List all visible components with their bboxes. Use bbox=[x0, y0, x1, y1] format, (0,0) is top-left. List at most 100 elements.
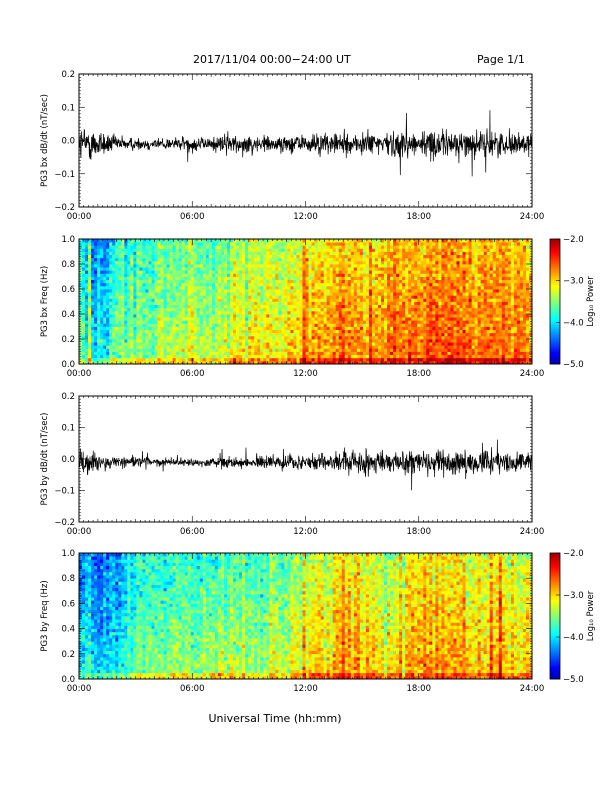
heatmap-cell bbox=[148, 267, 152, 271]
heatmap-cell bbox=[420, 298, 424, 302]
heatmap-cell bbox=[260, 360, 264, 365]
heatmap-cell bbox=[199, 304, 204, 309]
heatmap-cell bbox=[214, 257, 219, 262]
heatmap-cell bbox=[103, 317, 107, 321]
heatmap-cell bbox=[365, 295, 370, 299]
heatmap-cell bbox=[124, 351, 128, 356]
heatmap-cell bbox=[248, 360, 252, 365]
heatmap-cell bbox=[124, 348, 128, 352]
heatmap-cell bbox=[287, 245, 291, 249]
heatmap-cell bbox=[269, 351, 273, 356]
heatmap-cell bbox=[308, 267, 312, 271]
heatmap-cell bbox=[202, 285, 207, 290]
heatmap-cell bbox=[374, 335, 379, 340]
heatmap-cell bbox=[230, 301, 234, 306]
heatmap-cell bbox=[284, 242, 288, 246]
heatmap-cell bbox=[178, 335, 183, 340]
heatmap-cell bbox=[320, 351, 325, 356]
heatmap-cell bbox=[284, 323, 288, 327]
heatmap-cell bbox=[275, 357, 279, 362]
heatmap-cell bbox=[163, 257, 167, 262]
heatmap-cell bbox=[281, 339, 285, 343]
heatmap-cell bbox=[305, 264, 309, 268]
heatmap-cell bbox=[196, 298, 201, 302]
heatmap-cell bbox=[118, 267, 122, 271]
heatmap-cell bbox=[257, 354, 261, 359]
heatmap-cell bbox=[157, 242, 161, 246]
heatmap-cell bbox=[175, 304, 180, 309]
heatmap-cell bbox=[432, 335, 436, 340]
heatmap-cell bbox=[269, 304, 273, 309]
heatmap-cell bbox=[112, 304, 116, 309]
heatmap-cell bbox=[239, 345, 243, 349]
heatmap-cell bbox=[187, 354, 192, 359]
heatmap-cell bbox=[362, 251, 367, 256]
heatmap-cell bbox=[272, 354, 276, 359]
heatmap-cell bbox=[133, 342, 137, 346]
heatmap-cell bbox=[145, 317, 149, 321]
heatmap-cell bbox=[393, 276, 397, 281]
heatmap-cell bbox=[169, 307, 174, 312]
heatmap-cell bbox=[368, 282, 373, 287]
heatmap-cell bbox=[160, 276, 164, 281]
heatmap-cell bbox=[199, 320, 204, 324]
heatmap-cell bbox=[287, 357, 291, 362]
heatmap-cell bbox=[166, 342, 170, 346]
heatmap-cell bbox=[387, 360, 391, 365]
heatmap-cell bbox=[377, 276, 382, 281]
heatmap-cell bbox=[236, 354, 240, 359]
heatmap-cell bbox=[278, 279, 282, 284]
heatmap-cell bbox=[305, 329, 309, 334]
heatmap-cell bbox=[278, 307, 282, 312]
heatmap-cell bbox=[202, 245, 207, 249]
heatmap-cell bbox=[402, 267, 406, 271]
heatmap-cell bbox=[323, 254, 328, 259]
heatmap-cell bbox=[145, 260, 149, 265]
heatmap-cell bbox=[314, 248, 318, 252]
heatmap-cell bbox=[187, 292, 192, 296]
heatmap-cell bbox=[299, 242, 303, 246]
heatmap-cell bbox=[347, 320, 352, 324]
heatmap-cell bbox=[396, 276, 400, 281]
heatmap-cell bbox=[214, 239, 219, 243]
heatmap-cell bbox=[299, 295, 303, 299]
heatmap-cell bbox=[314, 292, 318, 296]
heatmap-cell bbox=[211, 351, 216, 356]
heatmap-cell bbox=[157, 285, 161, 290]
heatmap-cell bbox=[353, 314, 358, 318]
heatmap-cell bbox=[387, 326, 391, 331]
heatmap-cell bbox=[263, 332, 267, 337]
heatmap-cell bbox=[142, 260, 146, 265]
heatmap-cell bbox=[184, 314, 189, 318]
heatmap-cell bbox=[142, 242, 146, 246]
heatmap-cell bbox=[214, 248, 219, 252]
heatmap-cell bbox=[387, 310, 391, 315]
heatmap-cell bbox=[178, 314, 183, 318]
heatmap-cell bbox=[390, 335, 394, 340]
heatmap-cell bbox=[118, 242, 122, 246]
heatmap-cell bbox=[178, 354, 183, 359]
heatmap-cell bbox=[205, 260, 210, 265]
heatmap-cell bbox=[199, 295, 204, 299]
heatmap-cell bbox=[245, 298, 249, 302]
heatmap-cell bbox=[100, 295, 104, 299]
heatmap-cell bbox=[190, 245, 195, 249]
heatmap-cell bbox=[362, 248, 367, 252]
heatmap-cell bbox=[118, 298, 122, 302]
heatmap-cell bbox=[142, 307, 146, 312]
heatmap-cell bbox=[377, 245, 382, 249]
heatmap-cell bbox=[387, 332, 391, 337]
heatmap-cell bbox=[214, 245, 219, 249]
heatmap-cell bbox=[251, 276, 255, 281]
heatmap-cell bbox=[377, 301, 382, 306]
heatmap-cell bbox=[387, 285, 391, 290]
heatmap-cell bbox=[163, 314, 167, 318]
heatmap-cell bbox=[281, 314, 285, 318]
heatmap-cell bbox=[214, 282, 219, 287]
heatmap-cell bbox=[112, 345, 116, 349]
heatmap-cell bbox=[242, 351, 246, 356]
heatmap-cell bbox=[341, 282, 346, 287]
heatmap-cell bbox=[269, 289, 273, 293]
heatmap-cell bbox=[151, 335, 155, 340]
heatmap-cell bbox=[214, 354, 219, 359]
